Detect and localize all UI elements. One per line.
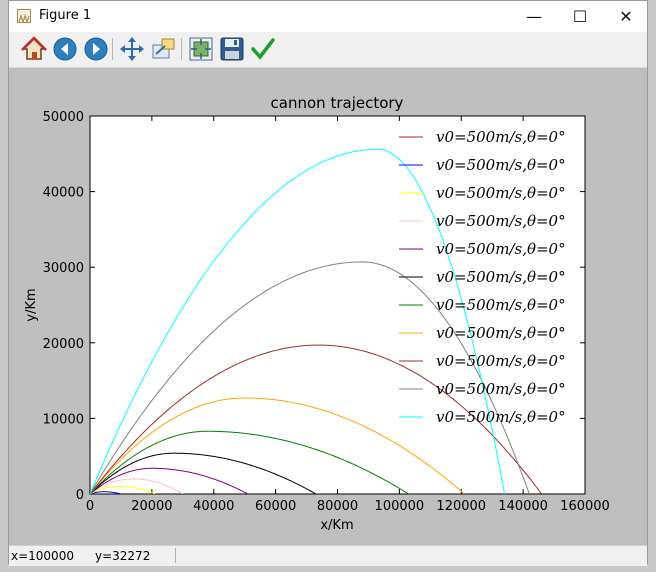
pan-button[interactable] [119,36,145,62]
minimize-icon: — [526,7,542,26]
figure-window: Figure 1 — ☐ ✕ [8,0,648,566]
x-tick-label: 20000 [131,499,172,514]
legend-entry: v0=500m/s,θ=0° [436,296,566,314]
app-icon [17,9,31,24]
trajectory-line [90,485,156,494]
legend-entry: v0=500m/s,θ=0° [436,268,566,286]
zoom-button[interactable] [150,36,176,62]
title-bar[interactable]: Figure 1 — ☐ ✕ [9,1,647,32]
close-button[interactable]: ✕ [603,1,649,32]
trajectory-line [90,452,317,494]
toolbar [9,32,647,68]
home-icon [21,36,47,60]
trajectory-line [90,430,409,494]
trajectory-line [90,467,249,494]
arrow-left-icon [53,37,77,61]
chart-title: cannon trajectory [271,94,404,112]
legend-entry: v0=500m/s,θ=0° [436,240,566,258]
trajectory-line [90,397,465,494]
forward-button[interactable] [83,36,109,62]
x-tick-label: 60000 [255,499,296,514]
y-tick-label: 30000 [43,261,84,276]
x-tick-label: 140000 [498,499,548,514]
arrow-right-icon [84,37,108,61]
configure-subplots-button[interactable] [188,36,214,62]
legend-entry: v0=500m/s,θ=0° [436,408,566,426]
trajectory-line [90,478,184,494]
legend-entry: v0=500m/s,θ=0° [436,380,566,398]
home-button[interactable] [21,36,47,62]
edit-axes-button[interactable] [250,36,276,62]
floppy-icon [220,37,244,61]
x-tick-label: 160000 [560,499,610,514]
x-tick-label: 40000 [193,499,234,514]
window-title: Figure 1 [39,8,92,23]
x-tick-label: 120000 [436,499,486,514]
checkmark-icon [251,38,275,60]
legend-entry: v0=500m/s,θ=0° [436,128,566,146]
maximize-button[interactable]: ☐ [557,1,603,32]
axes-frame [89,115,586,495]
move-icon [120,37,144,61]
back-button[interactable] [52,36,78,62]
status-separator [175,548,176,563]
y-axis-label: y/Km [24,288,39,321]
legend-entry: v0=500m/s,θ=0° [436,212,566,230]
subplots-icon [189,37,213,61]
y-tick-label: 10000 [43,412,84,427]
toolbar-separator [112,38,113,60]
y-tick-label: 40000 [43,186,84,201]
cursor-y-readout: y=32272 [95,549,151,563]
trajectory-line [90,148,506,494]
trajectory-line [90,344,543,494]
y-tick-label: 20000 [43,337,84,352]
status-bar: x=100000 y=32272 [9,545,647,566]
zoom-rect-icon [152,38,175,59]
cursor-x-readout: x=100000 [11,549,74,563]
legend-entry: v0=500m/s,θ=0° [436,352,566,370]
trajectory-line [90,491,122,494]
maximize-icon: ☐ [572,7,588,26]
chart-canvas[interactable]: cannon trajectory x/Km y/Km 0 20000 40000 6… [9,67,647,545]
x-tick-label: 100000 [375,499,425,514]
close-icon: ✕ [619,7,633,26]
legend-entry: v0=500m/s,θ=0° [436,184,566,202]
legend-entry: v0=500m/s,θ=0° [436,156,566,174]
save-button[interactable] [219,36,245,62]
x-axis-label: x/Km [320,518,353,533]
y-tick-label: 50000 [43,110,84,125]
y-tick-label: 0 [76,488,84,503]
x-tick-label: 0 [86,499,94,514]
x-tick-label: 80000 [317,499,358,514]
minimize-button[interactable]: — [511,1,557,32]
legend-entry: v0=500m/s,θ=0° [436,324,566,342]
toolbar-separator [181,38,182,60]
plot-area[interactable]: cannon trajectory x/Km y/Km 0 20000 40000 6… [9,67,647,545]
trajectory-line [90,261,530,494]
